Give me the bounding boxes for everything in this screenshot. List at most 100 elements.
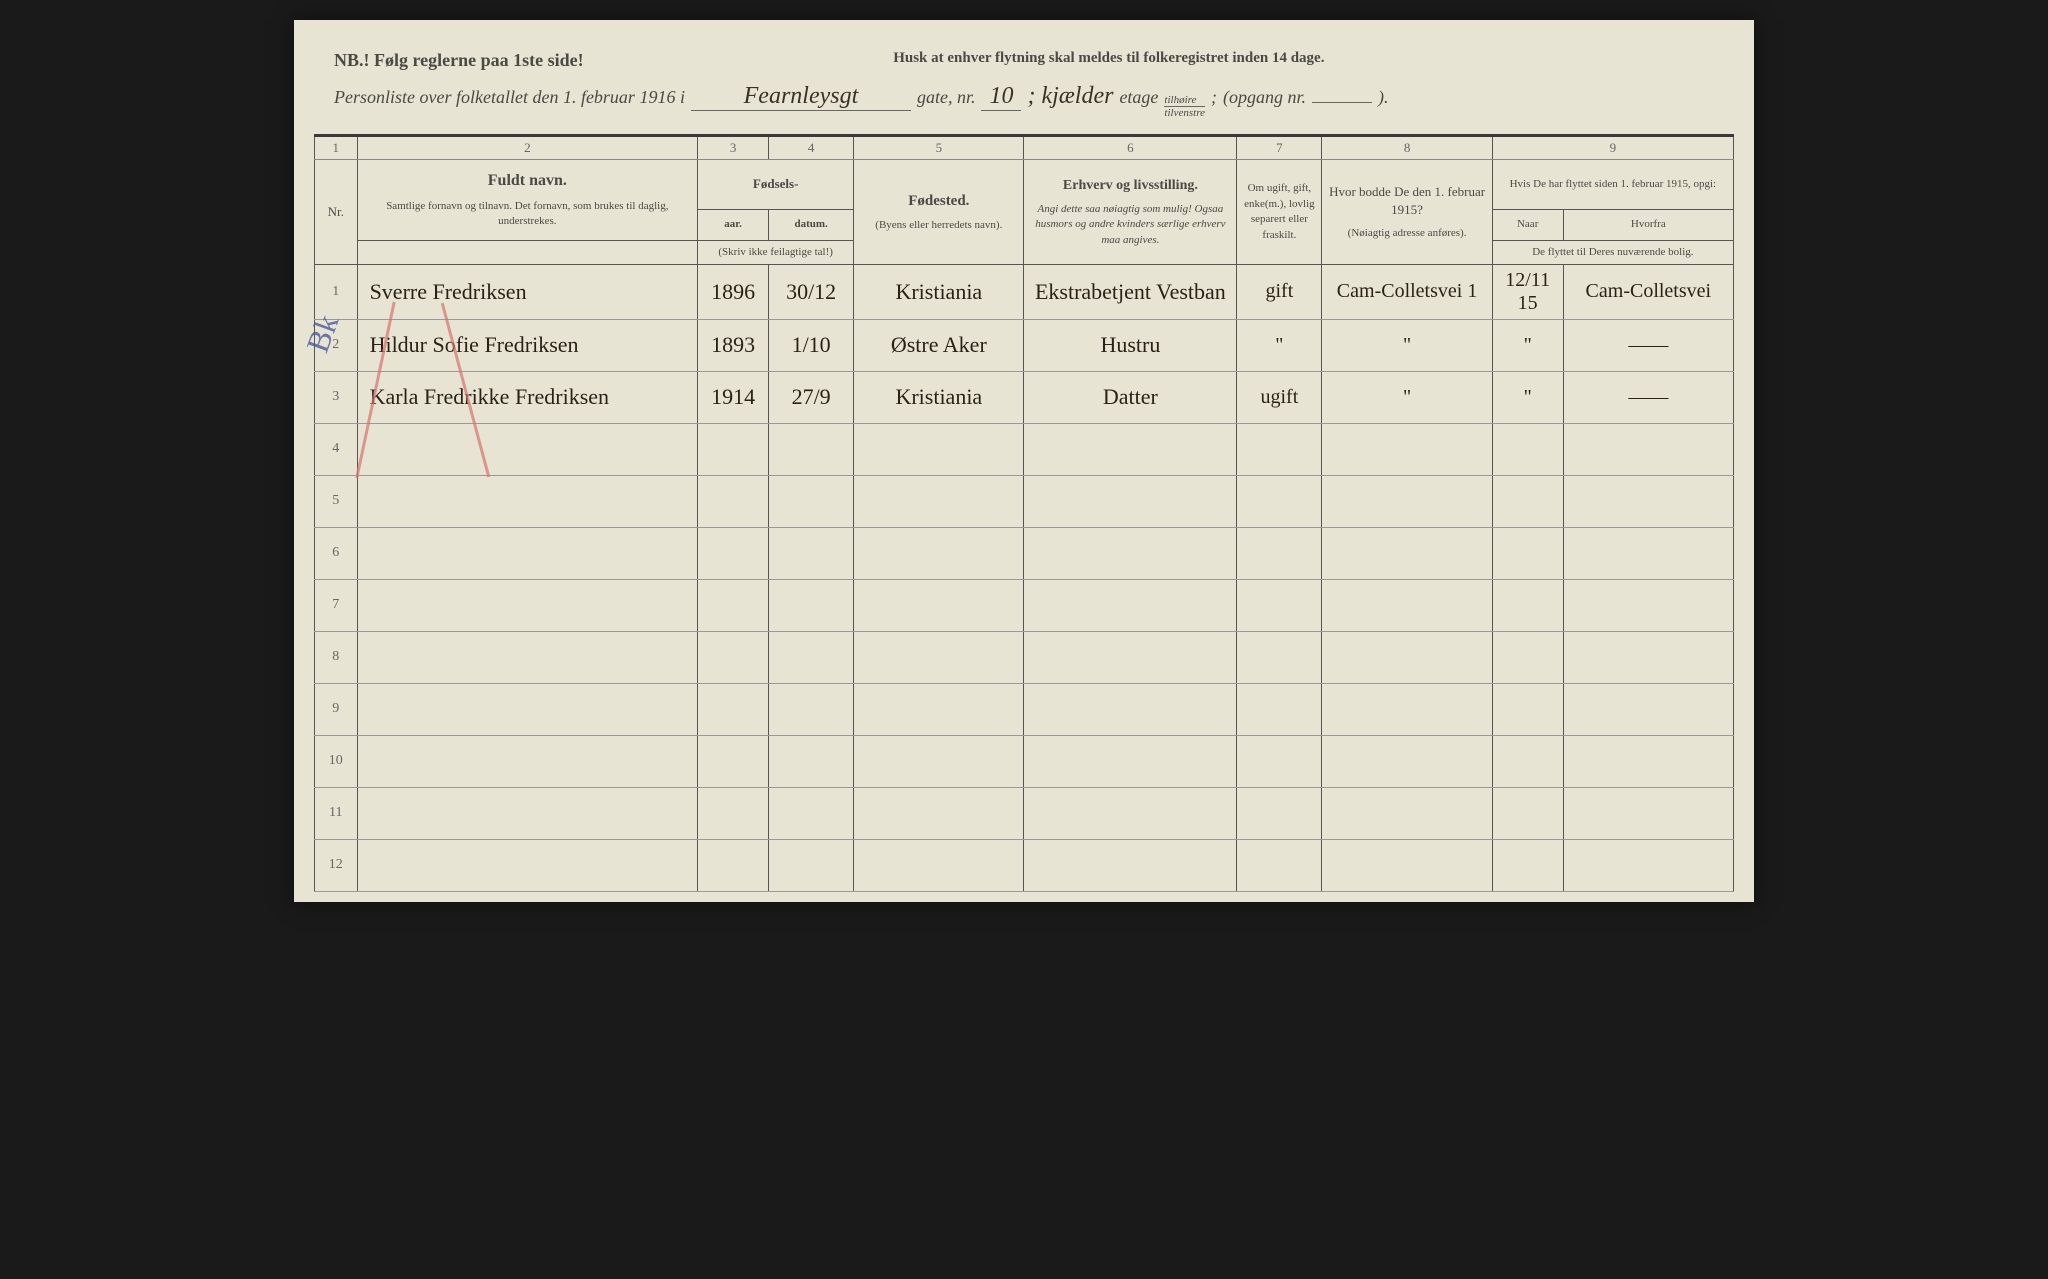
cell-prev-addr (1322, 787, 1492, 839)
cell-occupation (1024, 631, 1237, 683)
cell-moved-when (1492, 631, 1563, 683)
cell-moved-when: " (1492, 319, 1563, 371)
cell-date (769, 735, 854, 787)
cell-occupation (1024, 527, 1237, 579)
col-marital: Om ugift, gift, enke(m.), lovlig separer… (1237, 160, 1322, 265)
cell-date (769, 787, 854, 839)
cell-marital (1237, 787, 1322, 839)
cell-occupation: Datter (1024, 371, 1237, 423)
cell-birthplace (854, 475, 1024, 527)
cell-year: 1914 (698, 371, 769, 423)
cell-moved-from (1563, 839, 1733, 891)
cell-birthplace (854, 579, 1024, 631)
table-row: 3 Karla Fredrikke Fredriksen 1914 27/9 K… (315, 371, 1734, 423)
cell-name (357, 527, 698, 579)
cell-prev-addr (1322, 423, 1492, 475)
col-moved-from: Hvorfra (1563, 209, 1733, 240)
cell-moved-from (1563, 735, 1733, 787)
cell-name (357, 787, 698, 839)
cell-occupation (1024, 683, 1237, 735)
cell-moved-from (1563, 527, 1733, 579)
cell-moved-when (1492, 423, 1563, 475)
row-number: 8 (315, 631, 358, 683)
census-form: Bk NB.! Følg reglerne paa 1ste side! Hus… (294, 20, 1754, 902)
cell-date (769, 527, 854, 579)
col-prev-addr: Hvor bodde De den 1. februar 1915? (Nøia… (1322, 160, 1492, 265)
col-year: aar. (698, 209, 769, 240)
cell-year (698, 527, 769, 579)
table-row: 7 (315, 579, 1734, 631)
cell-moved-when: 12/11 15 (1492, 264, 1563, 319)
row-number: 10 (315, 735, 358, 787)
cell-prev-addr: " (1322, 319, 1492, 371)
column-numbers: 1 2 3 4 5 6 7 8 9 (315, 137, 1734, 160)
cell-birthplace (854, 839, 1024, 891)
table-row: 11 (315, 787, 1734, 839)
cell-moved-when (1492, 579, 1563, 631)
gate-label: gate, nr. (917, 87, 976, 108)
census-table: 1 2 3 4 5 6 7 8 9 Nr. Fuldt navn. Samtli… (314, 137, 1734, 892)
col-birthplace: Fødested. (Byens eller herredets navn). (854, 160, 1024, 265)
cell-name (357, 631, 698, 683)
cell-year (698, 787, 769, 839)
cell-date (769, 839, 854, 891)
cell-date (769, 579, 854, 631)
cell-birthplace (854, 423, 1024, 475)
cell-occupation (1024, 579, 1237, 631)
cell-moved-when: " (1492, 371, 1563, 423)
cell-date: 1/10 (769, 319, 854, 371)
cell-year: 1896 (698, 264, 769, 319)
cell-prev-addr (1322, 631, 1492, 683)
birth-note: (Skriv ikke feilagtige tal!) (698, 240, 854, 264)
cell-date (769, 631, 854, 683)
cell-birthplace (854, 683, 1024, 735)
cell-moved-from: —— (1563, 319, 1733, 371)
cell-moved-when (1492, 839, 1563, 891)
cell-moved-from (1563, 631, 1733, 683)
cell-occupation: Hustru (1024, 319, 1237, 371)
row-number: 3 (315, 371, 358, 423)
etage-prefix: ; kjælder (1027, 83, 1113, 110)
cell-moved-from (1563, 787, 1733, 839)
cell-prev-addr (1322, 579, 1492, 631)
cell-year (698, 683, 769, 735)
cell-birthplace (854, 787, 1024, 839)
cell-moved-from (1563, 475, 1733, 527)
col-name: Fuldt navn. Samtlige fornavn og tilnavn.… (357, 160, 698, 240)
table-row: 5 (315, 475, 1734, 527)
cell-name: Sverre Fredriksen (357, 264, 698, 319)
gate-number: 10 (981, 83, 1021, 111)
table-body: 1 Sverre Fredriksen 1896 30/12 Kristiani… (315, 264, 1734, 891)
col-moved-when: Naar (1492, 209, 1563, 240)
cell-moved-from (1563, 423, 1733, 475)
cell-marital (1237, 735, 1322, 787)
cell-birthplace (854, 527, 1024, 579)
cell-prev-addr (1322, 683, 1492, 735)
row-number: 9 (315, 683, 358, 735)
cell-occupation (1024, 787, 1237, 839)
cell-birthplace: Østre Aker (854, 319, 1024, 371)
cell-prev-addr: " (1322, 371, 1492, 423)
cell-marital (1237, 839, 1322, 891)
cell-prev-addr (1322, 527, 1492, 579)
cell-occupation (1024, 735, 1237, 787)
row-number: 6 (315, 527, 358, 579)
cell-prev-addr (1322, 475, 1492, 527)
form-header: NB.! Følg reglerne paa 1ste side! Husk a… (314, 50, 1734, 137)
cell-moved-from (1563, 683, 1733, 735)
cell-date (769, 423, 854, 475)
col-nr: Nr. (315, 160, 358, 265)
cell-name (357, 735, 698, 787)
cell-marital (1237, 631, 1322, 683)
cell-occupation: Ekstrabetjent Vestban (1024, 264, 1237, 319)
row-number: 4 (315, 423, 358, 475)
row-number: 12 (315, 839, 358, 891)
cell-prev-addr (1322, 735, 1492, 787)
cell-marital (1237, 423, 1322, 475)
cell-year (698, 475, 769, 527)
cell-marital: ugift (1237, 371, 1322, 423)
cell-year (698, 735, 769, 787)
table-row: 8 (315, 631, 1734, 683)
cell-birthplace: Kristiania (854, 264, 1024, 319)
cell-name: Karla Fredrikke Fredriksen (357, 371, 698, 423)
